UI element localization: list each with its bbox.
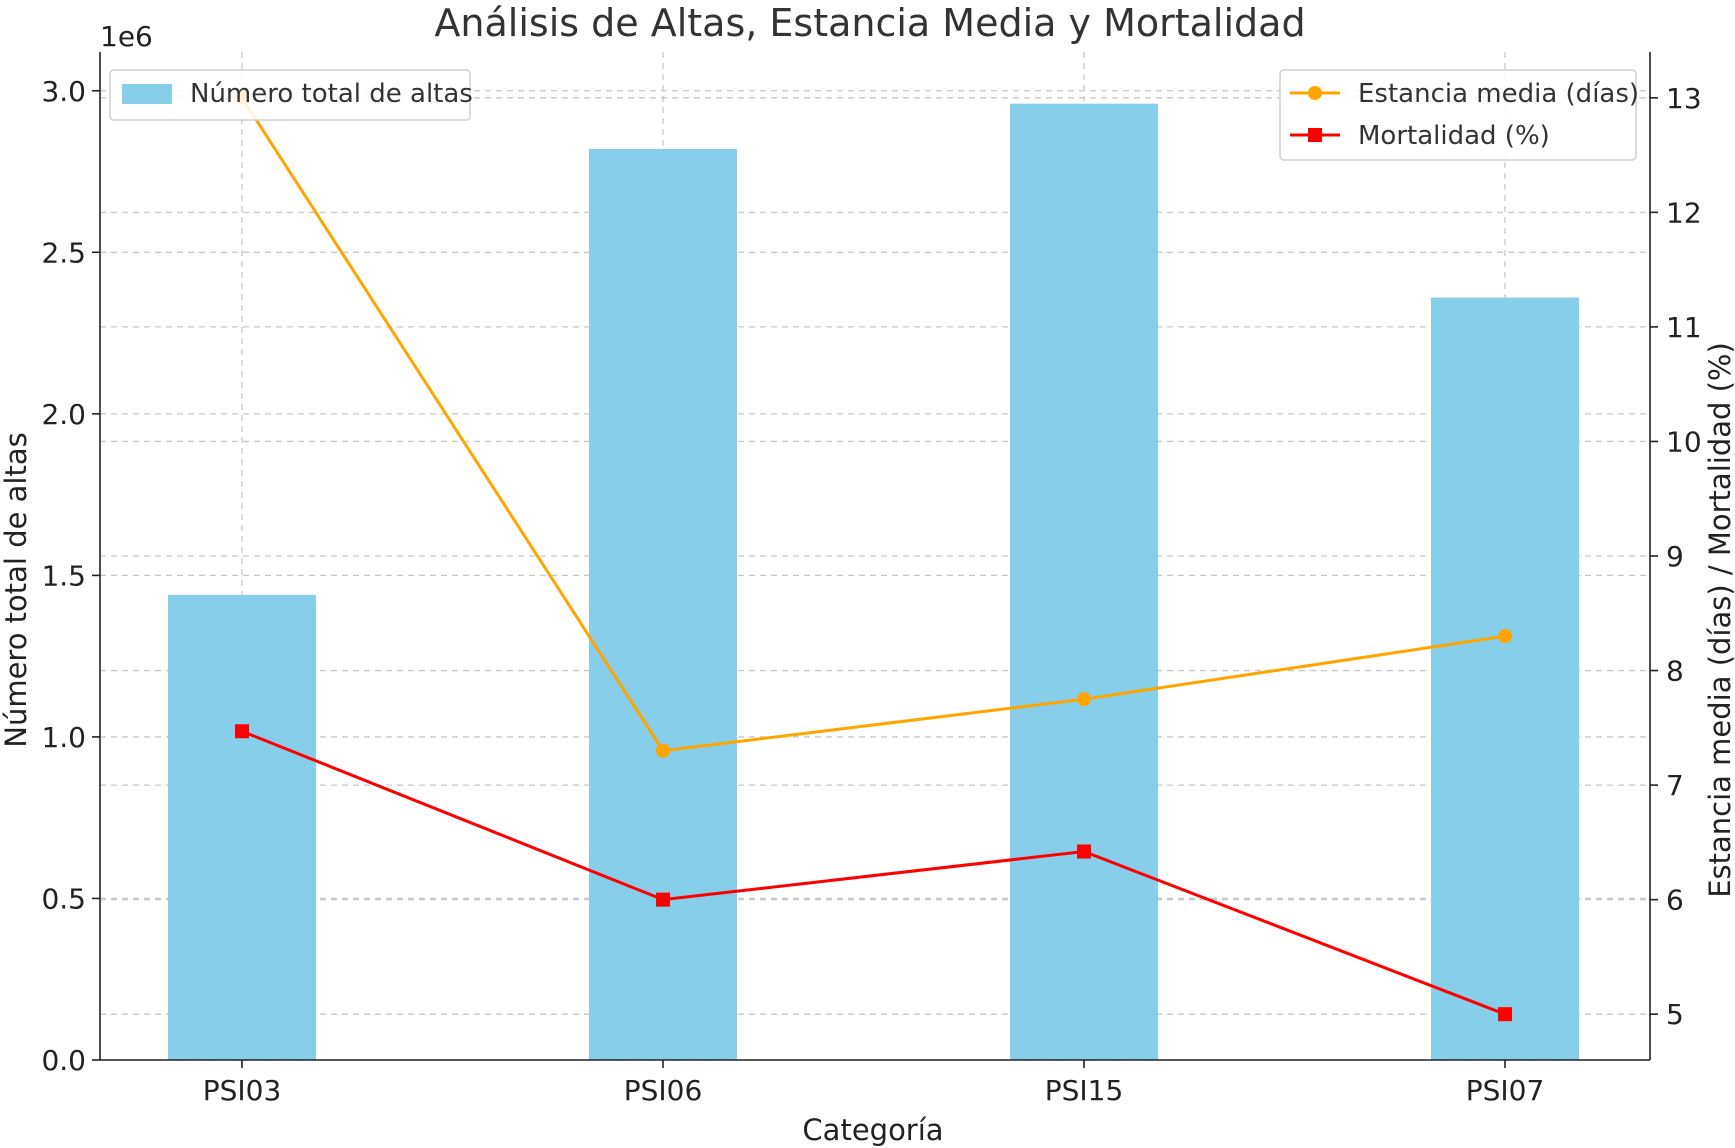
right-tick-label-5: 10 <box>1666 425 1702 458</box>
chart-title: Análisis de Altas, Estancia Media y Mort… <box>434 1 1305 45</box>
point-series-1-PSI03 <box>235 724 249 739</box>
lines-layer <box>235 90 1512 1022</box>
left-axis-label: Número total de altas <box>0 432 33 748</box>
point-series-0-PSI15 <box>1077 692 1091 707</box>
legend-label-bars: Número total de altas <box>190 79 473 109</box>
left-tick-label-3: 1.5 <box>41 559 86 592</box>
legend-right-frame <box>1279 69 1637 161</box>
left-tick-label-6: 3.0 <box>41 75 86 108</box>
line-series-0 <box>240 97 1506 753</box>
x-tick-label-PSI06: PSI06 <box>624 1074 703 1107</box>
x-tick-label-PSI07: PSI07 <box>1466 1074 1545 1107</box>
line-series-1 <box>241 729 1506 1016</box>
bar-PSI15 <box>1010 103 1158 1060</box>
point-series-1-PSI15 <box>1077 844 1091 859</box>
left-tick-label-1: 0.5 <box>41 882 86 915</box>
point-series-0-PSI07 <box>1498 629 1512 644</box>
point-series-0-PSI06 <box>656 743 670 758</box>
right-tick-label-8: 13 <box>1666 82 1702 115</box>
bar-PSI06 <box>589 148 737 1060</box>
legend-right: Estancia media (días) Mortalidad (%) <box>1279 69 1639 161</box>
legend-label-estancia: Estancia media (días) <box>1358 79 1639 109</box>
axes-layer: 0.0 0.5 1.0 1.5 2.0 2.5 3.0 5 6 7 8 9 10 11 12 13 PSI03 P… <box>41 52 1702 1107</box>
right-tick-label-7: 12 <box>1666 196 1702 229</box>
x-axis-label: Categoría <box>802 1113 943 1147</box>
legend-left: Número total de altas <box>109 69 473 121</box>
legend-label-mortalidad: Mortalidad (%) <box>1358 121 1550 151</box>
right-tick-label-2: 7 <box>1666 769 1684 802</box>
point-series-1-PSI06 <box>656 892 670 907</box>
grid-layer <box>100 52 1650 1061</box>
legend-marker-mortalidad <box>1308 128 1322 142</box>
x-tick-label-PSI15: PSI15 <box>1045 1074 1124 1107</box>
right-tick-label-4: 9 <box>1666 540 1684 573</box>
legend-marker-estancia <box>1308 86 1322 100</box>
left-tick-label-0: 0.0 <box>41 1044 86 1077</box>
right-tick-label-3: 8 <box>1666 655 1684 688</box>
left-tick-label-4: 2.0 <box>41 398 86 431</box>
x-tick-label-PSI03: PSI03 <box>203 1074 282 1107</box>
left-tick-label-2: 1.0 <box>41 721 86 754</box>
right-tick-label-0: 5 <box>1666 998 1684 1031</box>
point-series-1-PSI07 <box>1498 1007 1512 1022</box>
left-axis-offset-text: 1e6 <box>100 20 153 53</box>
bar-PSI07 <box>1431 297 1579 1060</box>
left-tick-label-5: 2.5 <box>41 236 86 269</box>
legend-swatch-bars <box>122 84 172 104</box>
right-axis-label: Estancia media (días) / Mortalidad (%) <box>1703 342 1735 898</box>
bars-layer <box>168 103 1579 1060</box>
right-tick-label-6: 11 <box>1666 311 1702 344</box>
legend-left-frame <box>109 69 471 121</box>
bar-PSI03 <box>168 594 316 1060</box>
right-tick-label-1: 6 <box>1666 884 1684 917</box>
